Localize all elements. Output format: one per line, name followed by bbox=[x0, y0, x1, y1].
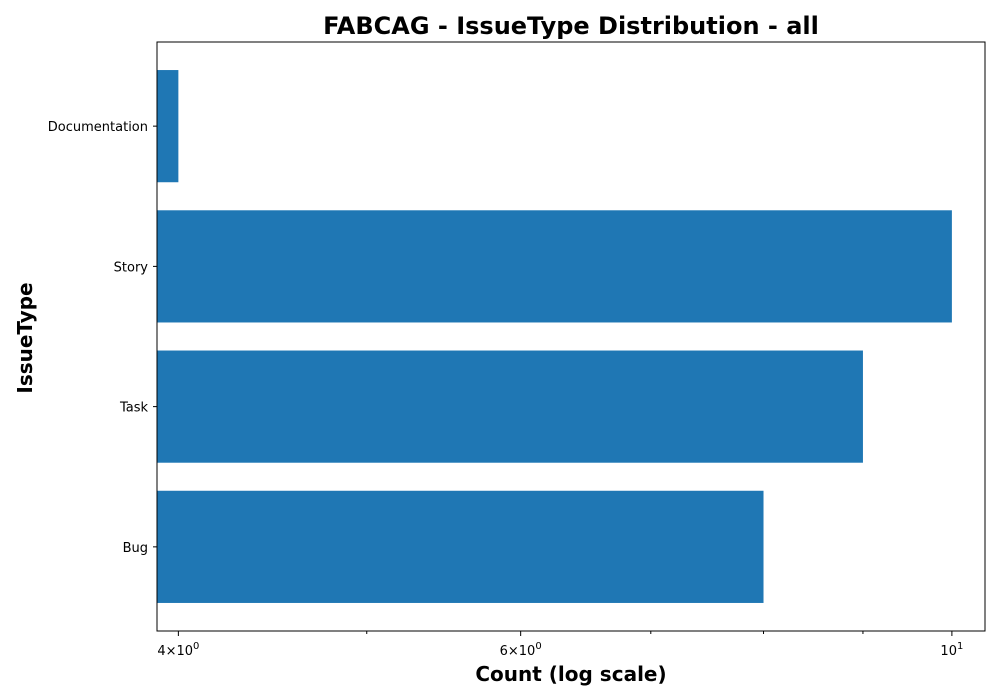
y-tick-label-task: Task bbox=[119, 401, 149, 416]
y-axis-label: IssueType bbox=[13, 282, 37, 393]
x-axis-ticks: 4×100 6×100 101 bbox=[157, 631, 963, 659]
x-axis-label: Count (log scale) bbox=[475, 662, 666, 686]
bar-task bbox=[157, 350, 863, 463]
y-tick-label-story: Story bbox=[114, 260, 149, 275]
bar-documentation bbox=[157, 70, 179, 183]
x-tick-label: 4×100 bbox=[157, 641, 199, 659]
plot-frame bbox=[156, 41, 986, 632]
bar-bug bbox=[157, 490, 764, 603]
bar-story bbox=[157, 210, 952, 323]
y-tick-label-documentation: Documentation bbox=[48, 120, 148, 135]
x-tick-label: 101 bbox=[940, 641, 963, 659]
bars bbox=[157, 70, 952, 603]
chart-title: FABCAG - IssueType Distribution - all bbox=[323, 12, 819, 40]
y-axis-ticks: Documentation Story Task Bug bbox=[48, 120, 157, 556]
y-tick-label-bug: Bug bbox=[123, 541, 148, 556]
x-tick-label: 6×100 bbox=[500, 641, 542, 659]
